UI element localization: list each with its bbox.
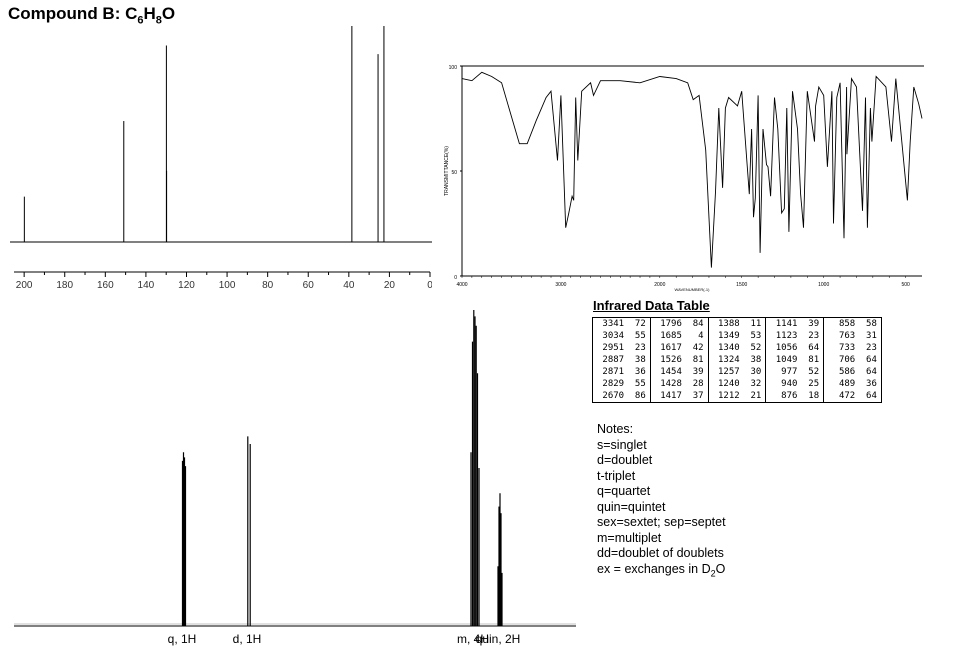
c13-nmr-spectrum: 200 180 160 140 120 100 80 60 40 20 0 — [10, 26, 432, 291]
ir-table-entry: 1212 21 — [712, 391, 762, 401]
ir-table-entry: 858 58 — [828, 319, 877, 329]
x-tick-label: 160 — [97, 280, 114, 291]
x-tick-label: 80 — [262, 280, 274, 291]
ir-table-column: 3341 72 3034 55 2951 23 2887 38 2871 36 … — [592, 317, 651, 403]
ir-table-entry: 1417 37 — [654, 391, 704, 401]
ir-table-entry: 2951 23 — [597, 343, 646, 353]
ir-x-tick-label: 3000 — [555, 282, 566, 288]
note-line: q=quartet — [597, 484, 651, 498]
ir-table-entry: 3034 55 — [597, 331, 646, 341]
note-line: ex = exchanges in D2O — [597, 561, 726, 579]
ir-table-entry: 1123 23 — [770, 331, 820, 341]
ir-table-title: Infrared Data Table — [593, 298, 710, 313]
ir-table-entry: 2871 36 — [597, 367, 646, 377]
ir-table-entry: 586 64 — [828, 367, 877, 377]
ir-table-entry: 1796 84 — [654, 319, 704, 329]
x-tick-label: 200 — [16, 280, 33, 291]
ir-table-entry: 706 64 — [828, 355, 877, 365]
ir-table-entry: 733 23 — [828, 343, 877, 353]
note-line: sex=sextet; sep=septet — [597, 515, 726, 529]
ir-table-column: 1141 39 1123 23 1056 64 1049 81 977 52 9… — [765, 317, 825, 403]
ir-y-tick-label: 50 — [451, 170, 457, 176]
x-tick-label: 100 — [219, 280, 236, 291]
ir-table-column: 1796 84 1685 4 1617 42 1526 81 1454 39 1… — [649, 317, 709, 403]
ir-table-entry: 1617 42 — [654, 343, 704, 353]
ir-table-entry: 1340 52 — [712, 343, 762, 353]
h1-peak-label: q, 1H — [168, 632, 197, 646]
ir-table-entry: 1428 28 — [654, 379, 704, 389]
ir-table-entry: 1049 81 — [770, 355, 820, 365]
ir-table-entry: 489 36 — [828, 379, 877, 389]
ir-y-tick-label: 100 — [449, 65, 458, 71]
note-line: t-triplet — [597, 468, 636, 483]
ir-table-entry: 2670 86 — [597, 391, 646, 401]
ir-y-axis-label: TRANSMITTANCE(%) — [444, 146, 450, 196]
note-line: s=singlet — [597, 437, 647, 452]
h1-peak-label: quin, 2H — [476, 632, 521, 646]
ir-table-entry: 2829 55 — [597, 379, 646, 389]
ir-table-entry: 472 64 — [828, 391, 877, 401]
h1-peak-label: d, 1H — [233, 632, 262, 646]
x-tick-label: 60 — [303, 280, 315, 291]
ir-table-entry: 1454 39 — [654, 367, 704, 377]
note-line: d=doublet — [597, 453, 653, 467]
ir-data-table: 3341 72 3034 55 2951 23 2887 38 2871 36 … — [592, 317, 882, 403]
x-tick-label: 120 — [178, 280, 195, 291]
note-line: m=multiplet — [597, 530, 662, 545]
compound-title: Compound B: C6H8O — [8, 4, 176, 27]
ir-table-entry: 1349 53 — [712, 331, 762, 341]
ir-table-entry: 1324 38 — [712, 355, 762, 365]
ir-table-entry: 2887 38 — [597, 355, 646, 365]
x-tick-label: 180 — [56, 280, 73, 291]
ir-table-entry: 977 52 — [770, 367, 820, 377]
ir-table-entry: 876 18 — [770, 391, 820, 401]
x-tick-label: 40 — [343, 280, 355, 291]
ir-x-tick-label: 1000 — [818, 282, 829, 288]
ir-x-tick-label: 1500 — [736, 282, 747, 288]
note-line: quin=quintet — [597, 499, 666, 514]
ir-y-tick-label: 0 — [454, 275, 457, 281]
ir-table-entry: 3341 72 — [597, 319, 646, 329]
ir-x-tick-label: 2000 — [654, 282, 665, 288]
ir-table-entry: 940 25 — [770, 379, 820, 389]
ir-x-tick-label: 4000 — [456, 282, 467, 288]
note-line: dd=doublet of doublets — [597, 546, 724, 560]
ir-x-axis-label: WAVENUMBER(-1) — [675, 287, 711, 292]
ir-x-tick-label: 500 — [901, 282, 910, 288]
ir-table-entry: 1388 11 — [712, 319, 762, 329]
ir-table-column: 858 58 763 31 733 23 706 64 586 64 489 3… — [823, 317, 882, 403]
ir-table-row: 3341 72 3034 55 2951 23 2887 38 2871 36 … — [592, 317, 882, 403]
ir-table-entry: 1526 81 — [654, 355, 704, 365]
ir-table-entry: 763 31 — [828, 331, 877, 341]
ir-trace — [461, 71, 923, 268]
notes: Notes: s=singlet d=doublet t-triplet q=q… — [597, 422, 726, 582]
ir-table-entry: 1257 30 — [712, 367, 762, 377]
h1-peak-label: m, 4H — [457, 632, 489, 646]
x-tick-label: 140 — [138, 280, 155, 291]
ir-table-entry: 1685 4 — [654, 331, 704, 341]
notes-heading: Notes: — [597, 422, 634, 436]
ir-table-entry: 1240 32 — [712, 379, 762, 389]
ir-table-entry: 1056 64 — [770, 343, 820, 353]
ir-table-entry: 1141 39 — [770, 319, 820, 329]
x-tick-label: 20 — [384, 280, 396, 291]
ir-table-column: 1388 11 1349 53 1340 52 1324 38 1257 30 … — [707, 317, 767, 403]
x-tick-label: 0 — [427, 280, 432, 291]
